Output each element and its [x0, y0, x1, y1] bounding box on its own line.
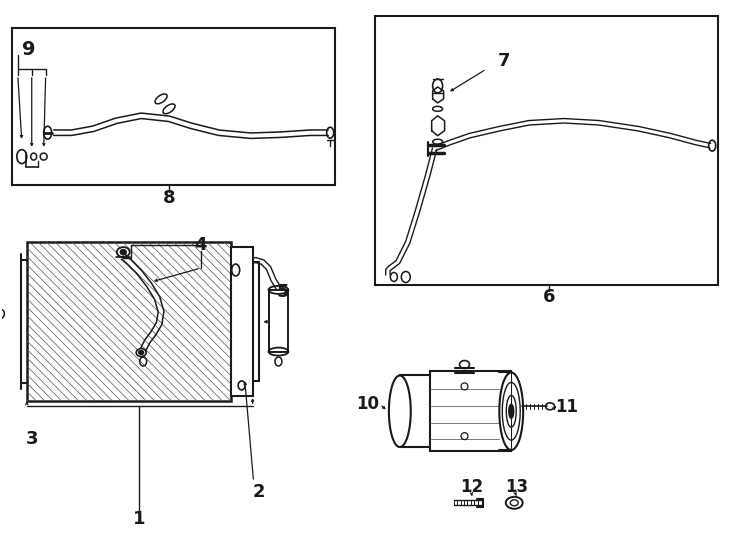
- Ellipse shape: [120, 249, 126, 254]
- Bar: [230, 247, 252, 396]
- Text: 11: 11: [556, 399, 578, 416]
- Ellipse shape: [139, 350, 144, 355]
- Text: 10: 10: [357, 395, 379, 413]
- Text: 13: 13: [506, 478, 528, 496]
- Text: 5: 5: [276, 283, 288, 301]
- Text: 7: 7: [498, 52, 511, 70]
- Bar: [12, 28, 335, 185]
- Text: 8: 8: [163, 190, 175, 207]
- Bar: [26, 242, 230, 401]
- Text: 3: 3: [26, 430, 38, 448]
- Text: 1: 1: [133, 510, 145, 528]
- Text: 12: 12: [460, 478, 483, 496]
- Bar: [429, 372, 512, 451]
- Ellipse shape: [509, 404, 514, 418]
- Text: 9: 9: [22, 39, 35, 59]
- Text: 4: 4: [195, 236, 207, 254]
- Text: 6: 6: [543, 288, 556, 306]
- Bar: [400, 375, 429, 447]
- Bar: [499, 373, 512, 450]
- Bar: [269, 290, 288, 352]
- Bar: [375, 16, 718, 285]
- Text: 2: 2: [252, 483, 265, 501]
